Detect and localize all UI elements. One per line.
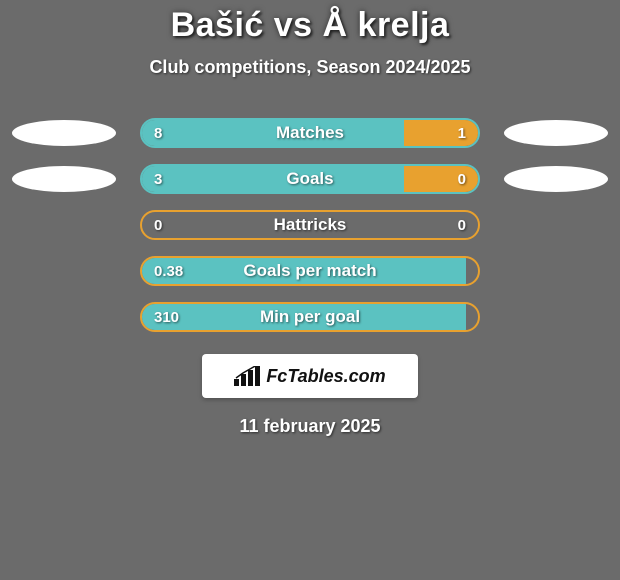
bar-chart-icon: [234, 366, 260, 386]
metric-bar: 30Goals: [140, 164, 480, 194]
metric-row: 00Hattricks: [0, 208, 620, 242]
logo-spacer: [504, 304, 608, 330]
logo-spacer: [504, 212, 608, 238]
logo-spacer: [12, 212, 116, 238]
brand-badge[interactable]: FcTables.com: [202, 354, 418, 398]
metric-label: Goals per match: [142, 258, 478, 284]
metric-row: 30Goals: [0, 162, 620, 196]
brand-text: FcTables.com: [266, 366, 385, 387]
logo-spacer: [12, 258, 116, 284]
metric-bar: 310Min per goal: [140, 302, 480, 332]
logo-spacer: [12, 304, 116, 330]
metric-bar: 00Hattricks: [140, 210, 480, 240]
metric-row: 0.38Goals per match: [0, 254, 620, 288]
club-logo-left: [12, 166, 116, 192]
metric-bar: 81Matches: [140, 118, 480, 148]
club-logo-left: [12, 120, 116, 146]
club-logo-right: [504, 166, 608, 192]
metric-label: Hattricks: [142, 212, 478, 238]
logo-spacer: [504, 258, 608, 284]
metric-label: Goals: [142, 166, 478, 192]
metric-row: 81Matches: [0, 116, 620, 150]
metric-row: 310Min per goal: [0, 300, 620, 334]
metric-bar: 0.38Goals per match: [140, 256, 480, 286]
snapshot-date: 11 february 2025: [0, 416, 620, 437]
metric-label: Matches: [142, 120, 478, 146]
club-logo-right: [504, 120, 608, 146]
metric-label: Min per goal: [142, 304, 478, 330]
page-subtitle: Club competitions, Season 2024/2025: [0, 57, 620, 78]
page-title: Bašić vs Å krelja: [0, 6, 620, 45]
